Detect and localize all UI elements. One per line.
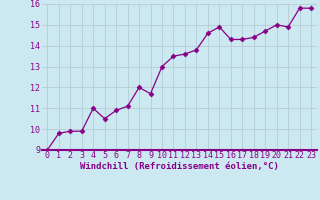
X-axis label: Windchill (Refroidissement éolien,°C): Windchill (Refroidissement éolien,°C) [80, 162, 279, 171]
